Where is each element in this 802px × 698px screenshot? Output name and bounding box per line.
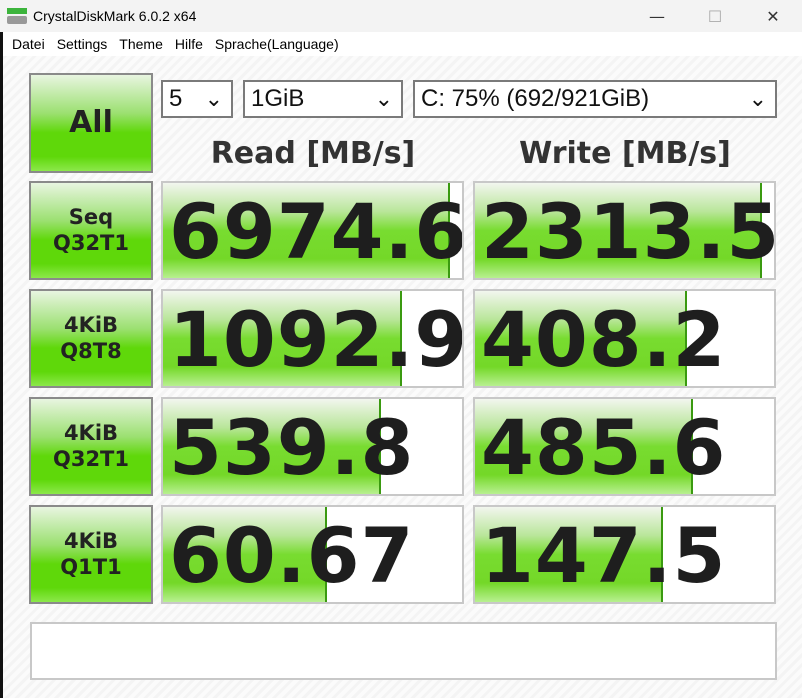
chevron-down-icon: ⌄ bbox=[748, 86, 767, 111]
read-value: 60.67 bbox=[169, 511, 415, 600]
size-select[interactable]: 1GiB ⌄ bbox=[243, 80, 403, 118]
write-result: 147.5 bbox=[473, 505, 776, 604]
all-button[interactable]: All bbox=[29, 73, 153, 173]
write-value: 2313.5 bbox=[481, 187, 776, 276]
drive-value: C: 75% (692/921GiB) bbox=[421, 85, 650, 112]
menu-language[interactable]: Sprache(Language) bbox=[214, 36, 339, 52]
read-value: 539.8 bbox=[169, 403, 415, 492]
write-result: 2313.5 bbox=[473, 181, 776, 280]
test-button[interactable]: 4KiB Q1T1 bbox=[29, 505, 153, 604]
read-result: 1092.9 bbox=[161, 289, 464, 388]
test-line1: Seq bbox=[68, 205, 114, 230]
test-line2: Q8T8 bbox=[60, 338, 122, 363]
menu-bar: Datei Settings Theme Hilfe Sprache(Langu… bbox=[3, 32, 802, 56]
read-bar bbox=[163, 399, 382, 494]
read-bar bbox=[163, 183, 451, 278]
read-result: 60.67 bbox=[161, 505, 464, 604]
window-border bbox=[0, 32, 3, 698]
write-bar bbox=[475, 507, 664, 602]
minimize-button[interactable]: — bbox=[649, 6, 665, 26]
write-header: Write [MB/s] bbox=[519, 136, 731, 171]
read-value: 6974.6 bbox=[169, 187, 464, 276]
test-line1: 4KiB bbox=[63, 421, 119, 446]
title-bar: CrystalDiskMark 6.0.2 x64 — ☐ ✕ bbox=[0, 0, 802, 32]
count-select[interactable]: 5 ⌄ bbox=[161, 80, 233, 118]
write-value: 147.5 bbox=[481, 511, 727, 600]
test-button[interactable]: 4KiB Q32T1 bbox=[29, 397, 153, 496]
test-line1: 4KiB bbox=[63, 529, 119, 554]
menu-hilfe[interactable]: Hilfe bbox=[174, 36, 203, 52]
read-value: 1092.9 bbox=[169, 295, 464, 384]
test-line2: Q32T1 bbox=[52, 230, 129, 255]
test-button[interactable]: 4KiB Q8T8 bbox=[29, 289, 153, 388]
read-header: Read [MB/s] bbox=[210, 136, 416, 171]
app-icon bbox=[7, 8, 27, 24]
menu-datei[interactable]: Datei bbox=[12, 36, 45, 52]
test-line2: Q1T1 bbox=[60, 554, 122, 579]
count-value: 5 bbox=[169, 85, 183, 112]
status-bar bbox=[30, 622, 777, 680]
write-bar bbox=[475, 183, 763, 278]
write-result: 485.6 bbox=[473, 397, 776, 496]
test-line2: Q32T1 bbox=[52, 446, 129, 471]
chevron-down-icon: ⌄ bbox=[204, 86, 223, 111]
size-value: 1GiB bbox=[251, 85, 305, 112]
write-value: 408.2 bbox=[481, 295, 727, 384]
read-bar bbox=[163, 507, 328, 602]
window-title: CrystalDiskMark 6.0.2 x64 bbox=[33, 8, 197, 24]
write-bar bbox=[475, 399, 694, 494]
close-button[interactable]: ✕ bbox=[766, 6, 780, 26]
menu-theme[interactable]: Theme bbox=[119, 36, 163, 52]
drive-select[interactable]: C: 75% (692/921GiB) ⌄ bbox=[413, 80, 777, 118]
menu-settings[interactable]: Settings bbox=[56, 36, 108, 52]
read-bar bbox=[163, 291, 403, 386]
write-bar bbox=[475, 291, 688, 386]
maximize-button[interactable]: ☐ bbox=[707, 6, 723, 26]
test-button[interactable]: Seq Q32T1 bbox=[29, 181, 153, 280]
read-result: 539.8 bbox=[161, 397, 464, 496]
write-result: 408.2 bbox=[473, 289, 776, 388]
test-line1: 4KiB bbox=[63, 313, 119, 338]
chevron-down-icon: ⌄ bbox=[374, 86, 393, 111]
read-result: 6974.6 bbox=[161, 181, 464, 280]
write-value: 485.6 bbox=[481, 403, 727, 492]
